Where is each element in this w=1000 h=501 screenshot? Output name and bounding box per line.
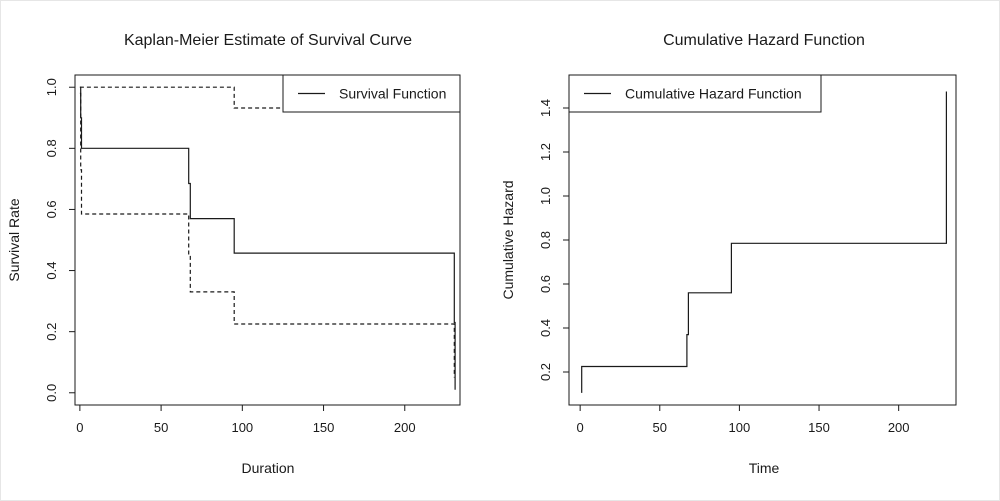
survival-ytick-label: 0.8 [44, 139, 59, 157]
hazard-plot-frame [568, 74, 957, 406]
survival-xtick-label: 50 [154, 420, 168, 435]
survival-series-line-1 [79, 86, 456, 109]
hazard-ytick-label: 0.2 [538, 363, 553, 381]
hazard-ytick-label: 0.4 [538, 319, 553, 337]
survival-plot-panel: Kaplan-Meier Estimate of Survival Curve … [6, 32, 461, 476]
survival-series-line-2 [79, 92, 455, 378]
hazard-ylabel: Cumulative Hazard [500, 180, 516, 299]
survival-xtick-label: 100 [231, 420, 253, 435]
hazard-plot-panel: Cumulative Hazard Function Time Cumulati… [500, 32, 957, 476]
survival-ylabel: Survival Rate [6, 198, 22, 281]
hazard-ytick-label: 0.6 [538, 275, 553, 293]
survival-legend-label: Survival Function [339, 86, 446, 102]
survival-ytick-label: 0.0 [44, 384, 59, 402]
hazard-ytick-label: 1.4 [538, 99, 553, 117]
hazard-xtick-label: 50 [653, 420, 667, 435]
hazard-title: Cumulative Hazard Function [663, 32, 865, 49]
hazard-xtick-label: 0 [577, 420, 584, 435]
survival-series-line-0 [79, 86, 456, 390]
survival-ytick-label: 0.6 [44, 200, 59, 218]
hazard-xlabel: Time [749, 460, 780, 476]
survival-ytick-label: 0.2 [44, 323, 59, 341]
hazard-series-line-0 [581, 91, 948, 393]
survival-xtick-label: 0 [76, 420, 83, 435]
survival-ytick-label: 0.4 [44, 262, 59, 280]
survival-ytick-label: 1.0 [44, 78, 59, 96]
hazard-xtick-label: 150 [808, 420, 830, 435]
hazard-ytick-label: 1.0 [538, 187, 553, 205]
hazard-xtick-label: 200 [888, 420, 910, 435]
hazard-legend-label: Cumulative Hazard Function [625, 86, 802, 102]
survival-xlabel: Duration [242, 460, 295, 476]
survival-xtick-label: 150 [313, 420, 335, 435]
hazard-xtick-label: 100 [729, 420, 751, 435]
hazard-ytick-label: 1.2 [538, 143, 553, 161]
survival-title: Kaplan-Meier Estimate of Survival Curve [124, 32, 412, 49]
survival-plot-frame [74, 74, 461, 406]
hazard-ytick-label: 0.8 [538, 231, 553, 249]
survival-xtick-label: 200 [394, 420, 416, 435]
